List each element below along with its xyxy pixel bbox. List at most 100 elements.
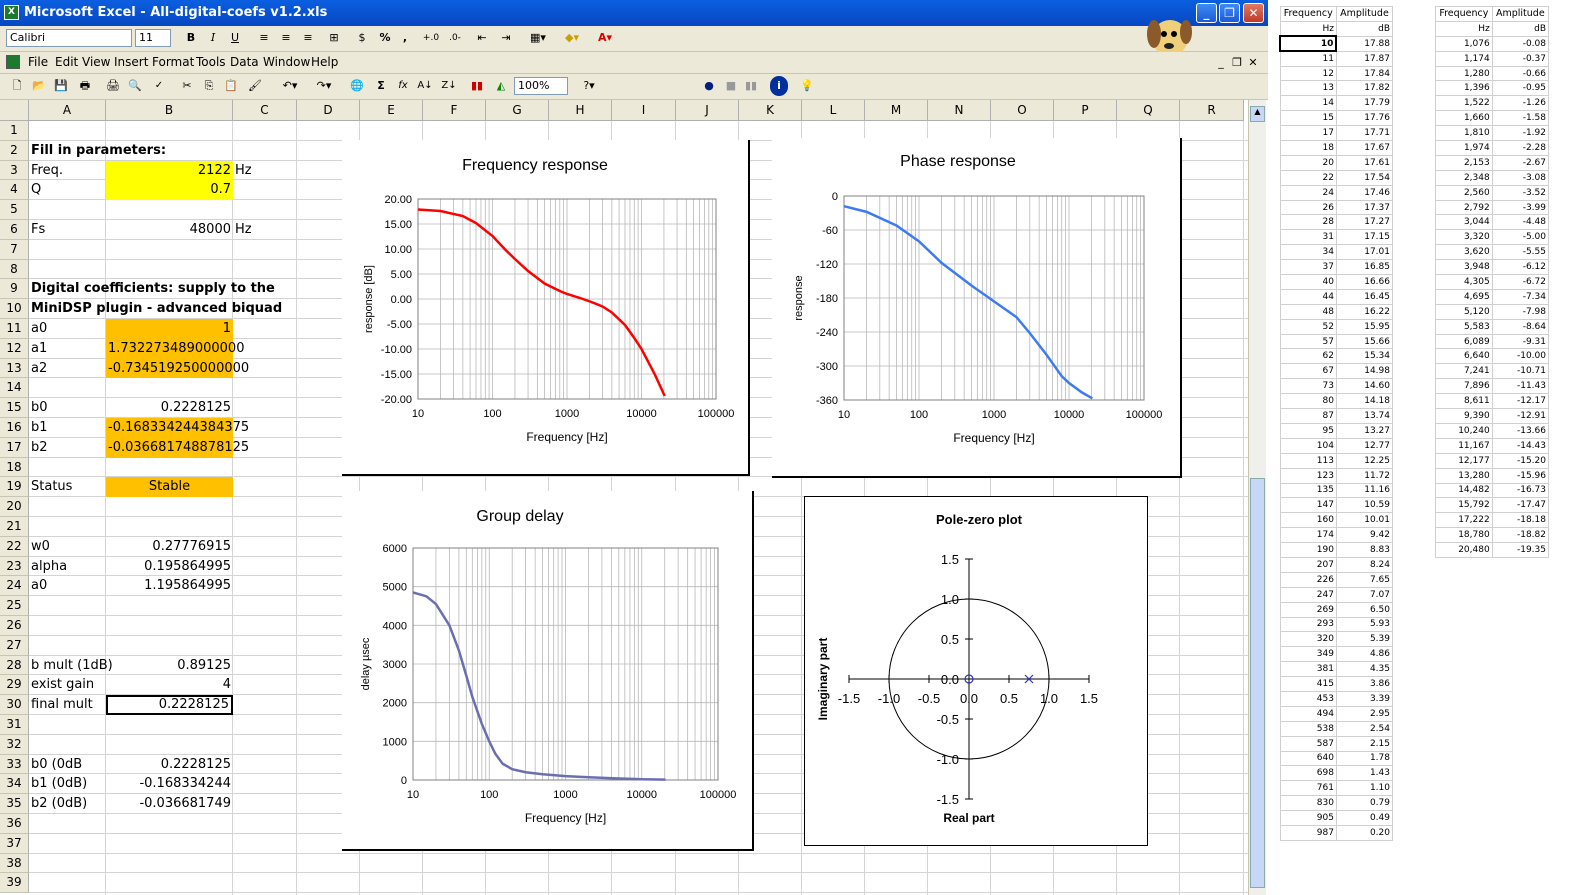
spelling-icon[interactable]: ✓ bbox=[154, 80, 164, 91]
stop-icon[interactable]: ■ bbox=[725, 79, 737, 92]
row-header-38[interactable]: 38 bbox=[0, 853, 29, 874]
open-icon[interactable]: 📂 bbox=[32, 79, 46, 92]
cut-icon[interactable]: ✂ bbox=[182, 79, 192, 92]
function-icon[interactable]: fx bbox=[398, 80, 408, 91]
cell-a17[interactable]: b2 bbox=[31, 439, 48, 455]
cell-a30[interactable]: final mult bbox=[31, 697, 93, 713]
row-header-16[interactable]: 16 bbox=[0, 418, 29, 438]
row-header-35[interactable]: 35 bbox=[0, 794, 29, 814]
menu-help[interactable]: Help bbox=[311, 55, 339, 69]
menu-data[interactable]: Data bbox=[230, 55, 259, 69]
column-header-r[interactable]: R bbox=[1180, 100, 1244, 121]
row-header-11[interactable]: 11 bbox=[0, 319, 29, 339]
column-header-k[interactable]: K bbox=[739, 100, 802, 121]
column-header-g[interactable]: G bbox=[486, 100, 549, 121]
cell-a33[interactable]: b0 (0dB bbox=[31, 756, 83, 772]
row-header-14[interactable]: 14 bbox=[0, 378, 29, 399]
row-header-21[interactable]: 21 bbox=[0, 517, 29, 537]
merge-center-icon[interactable]: ⊞ bbox=[329, 31, 339, 44]
row-header-28[interactable]: 28 bbox=[0, 655, 29, 676]
align-left-icon[interactable]: ≡ bbox=[259, 31, 269, 44]
cell-a15[interactable]: b0 bbox=[31, 400, 48, 416]
currency-icon[interactable]: $ bbox=[358, 31, 366, 44]
cell-a11[interactable]: a0 bbox=[31, 321, 48, 336]
format-painter-icon[interactable]: 🖌 bbox=[248, 79, 262, 92]
cell-b35[interactable]: -0.036681749 bbox=[139, 796, 231, 812]
row-header-26[interactable]: 26 bbox=[0, 616, 29, 636]
row-header-34[interactable]: 34 bbox=[0, 774, 29, 795]
row-header-27[interactable]: 27 bbox=[0, 635, 29, 656]
workbook-icon[interactable] bbox=[6, 55, 20, 69]
info-icon[interactable]: i bbox=[770, 76, 788, 96]
cell-a12[interactable]: a1 bbox=[31, 340, 48, 356]
menu-format[interactable]: Format bbox=[152, 55, 195, 69]
column-header-o[interactable]: O bbox=[991, 100, 1054, 121]
cell-b23[interactable]: 0.195864995 bbox=[144, 558, 231, 574]
row-header-17[interactable]: 17 bbox=[0, 437, 29, 458]
autosum-icon[interactable]: Σ bbox=[377, 79, 385, 92]
scroll-thumb[interactable] bbox=[1250, 478, 1265, 888]
italic-button[interactable]: I bbox=[210, 31, 216, 44]
vertical-scrollbar[interactable]: ▲ bbox=[1248, 100, 1266, 895]
menu-tools[interactable]: Tools bbox=[196, 55, 226, 69]
column-header-m[interactable]: M bbox=[865, 100, 928, 121]
row-header-9[interactable]: 9 bbox=[0, 279, 29, 300]
workbook-minimize-button[interactable]: _ bbox=[1218, 56, 1224, 69]
sort-descending-icon[interactable]: Z↓ bbox=[441, 80, 457, 91]
minimize-button[interactable]: _ bbox=[1196, 3, 1217, 23]
row-header-31[interactable]: 31 bbox=[0, 715, 29, 735]
cell-b33[interactable]: 0.2228125 bbox=[160, 756, 231, 772]
column-header-l[interactable]: L bbox=[802, 100, 865, 121]
font-color-icon[interactable]: A▾ bbox=[597, 31, 613, 44]
row-header-24[interactable]: 24 bbox=[0, 576, 29, 597]
cell-a4[interactable]: Q bbox=[31, 182, 42, 198]
lightbulb-icon[interactable]: 💡 bbox=[800, 79, 814, 92]
cell-a28[interactable]: b mult (1dB) bbox=[31, 657, 113, 673]
cell-a2[interactable]: Fill in parameters: bbox=[31, 142, 167, 158]
new-icon[interactable]: 🗋 bbox=[12, 79, 22, 92]
row-header-7[interactable]: 7 bbox=[0, 239, 29, 260]
cell-a16[interactable]: b1 bbox=[31, 420, 48, 435]
column-header-i[interactable]: I bbox=[612, 100, 676, 121]
record-icon[interactable]: ● bbox=[704, 79, 714, 92]
zoom-combo[interactable]: 100% bbox=[514, 77, 568, 95]
menu-view[interactable]: View bbox=[82, 55, 111, 69]
close-button[interactable]: ✕ bbox=[1243, 3, 1264, 23]
cell-a6[interactable]: Fs bbox=[31, 222, 46, 237]
column-header-h[interactable]: H bbox=[549, 100, 612, 121]
row-header-37[interactable]: 37 bbox=[0, 833, 29, 854]
align-center-icon[interactable]: ≡ bbox=[281, 31, 291, 44]
pole-zero-chart[interactable]: Pole-zero plot -1.5 -1.0 -0.5 0.0 0.5 1.0 1.5 1.… bbox=[804, 496, 1148, 846]
cell-a3[interactable]: Freq. bbox=[31, 162, 63, 178]
row-header-30[interactable]: 30 bbox=[0, 695, 29, 715]
bold-button[interactable]: B bbox=[186, 31, 196, 44]
cell-c3[interactable]: Hz bbox=[235, 162, 252, 178]
scroll-up-icon[interactable]: ▲ bbox=[1250, 106, 1265, 122]
workbook-close-button[interactable]: ✕ bbox=[1248, 56, 1258, 69]
paste-icon[interactable]: 📋 bbox=[224, 79, 238, 92]
row-header-8[interactable]: 8 bbox=[0, 259, 29, 280]
column-header-f[interactable]: F bbox=[423, 100, 486, 121]
row-header-32[interactable]: 32 bbox=[0, 734, 29, 755]
cell-a23[interactable]: alpha bbox=[31, 558, 68, 574]
row-header-19[interactable]: 19 bbox=[0, 477, 29, 498]
cell-b29[interactable]: 4 bbox=[222, 677, 231, 693]
undo-icon[interactable]: ↶▾ bbox=[282, 79, 298, 92]
cell-a9[interactable]: Digital coefficients: supply to the bbox=[31, 281, 275, 297]
hyperlink-icon[interactable]: 🌐 bbox=[350, 79, 364, 92]
column-header-c[interactable]: C bbox=[233, 100, 297, 121]
borders-icon[interactable]: ▦▾ bbox=[530, 31, 546, 44]
row-header-36[interactable]: 36 bbox=[0, 814, 29, 834]
drawing-icon[interactable]: ◭ bbox=[496, 79, 506, 92]
menu-edit[interactable]: Edit bbox=[55, 55, 79, 69]
menu-file[interactable]: File bbox=[28, 55, 49, 69]
cell-b34[interactable]: -0.168334244 bbox=[139, 776, 231, 792]
permission-icon[interactable]: 🖶 bbox=[79, 79, 91, 92]
menu-window[interactable]: Window bbox=[263, 55, 311, 69]
row-header-15[interactable]: 15 bbox=[0, 398, 29, 418]
cell-a34[interactable]: b1 (0dB) bbox=[31, 776, 88, 792]
increase-indent-icon[interactable]: ⇥ bbox=[501, 31, 511, 44]
column-header-d[interactable]: D bbox=[297, 100, 360, 121]
sort-ascending-icon[interactable]: A↓ bbox=[417, 80, 433, 91]
row-header-12[interactable]: 12 bbox=[0, 338, 29, 359]
